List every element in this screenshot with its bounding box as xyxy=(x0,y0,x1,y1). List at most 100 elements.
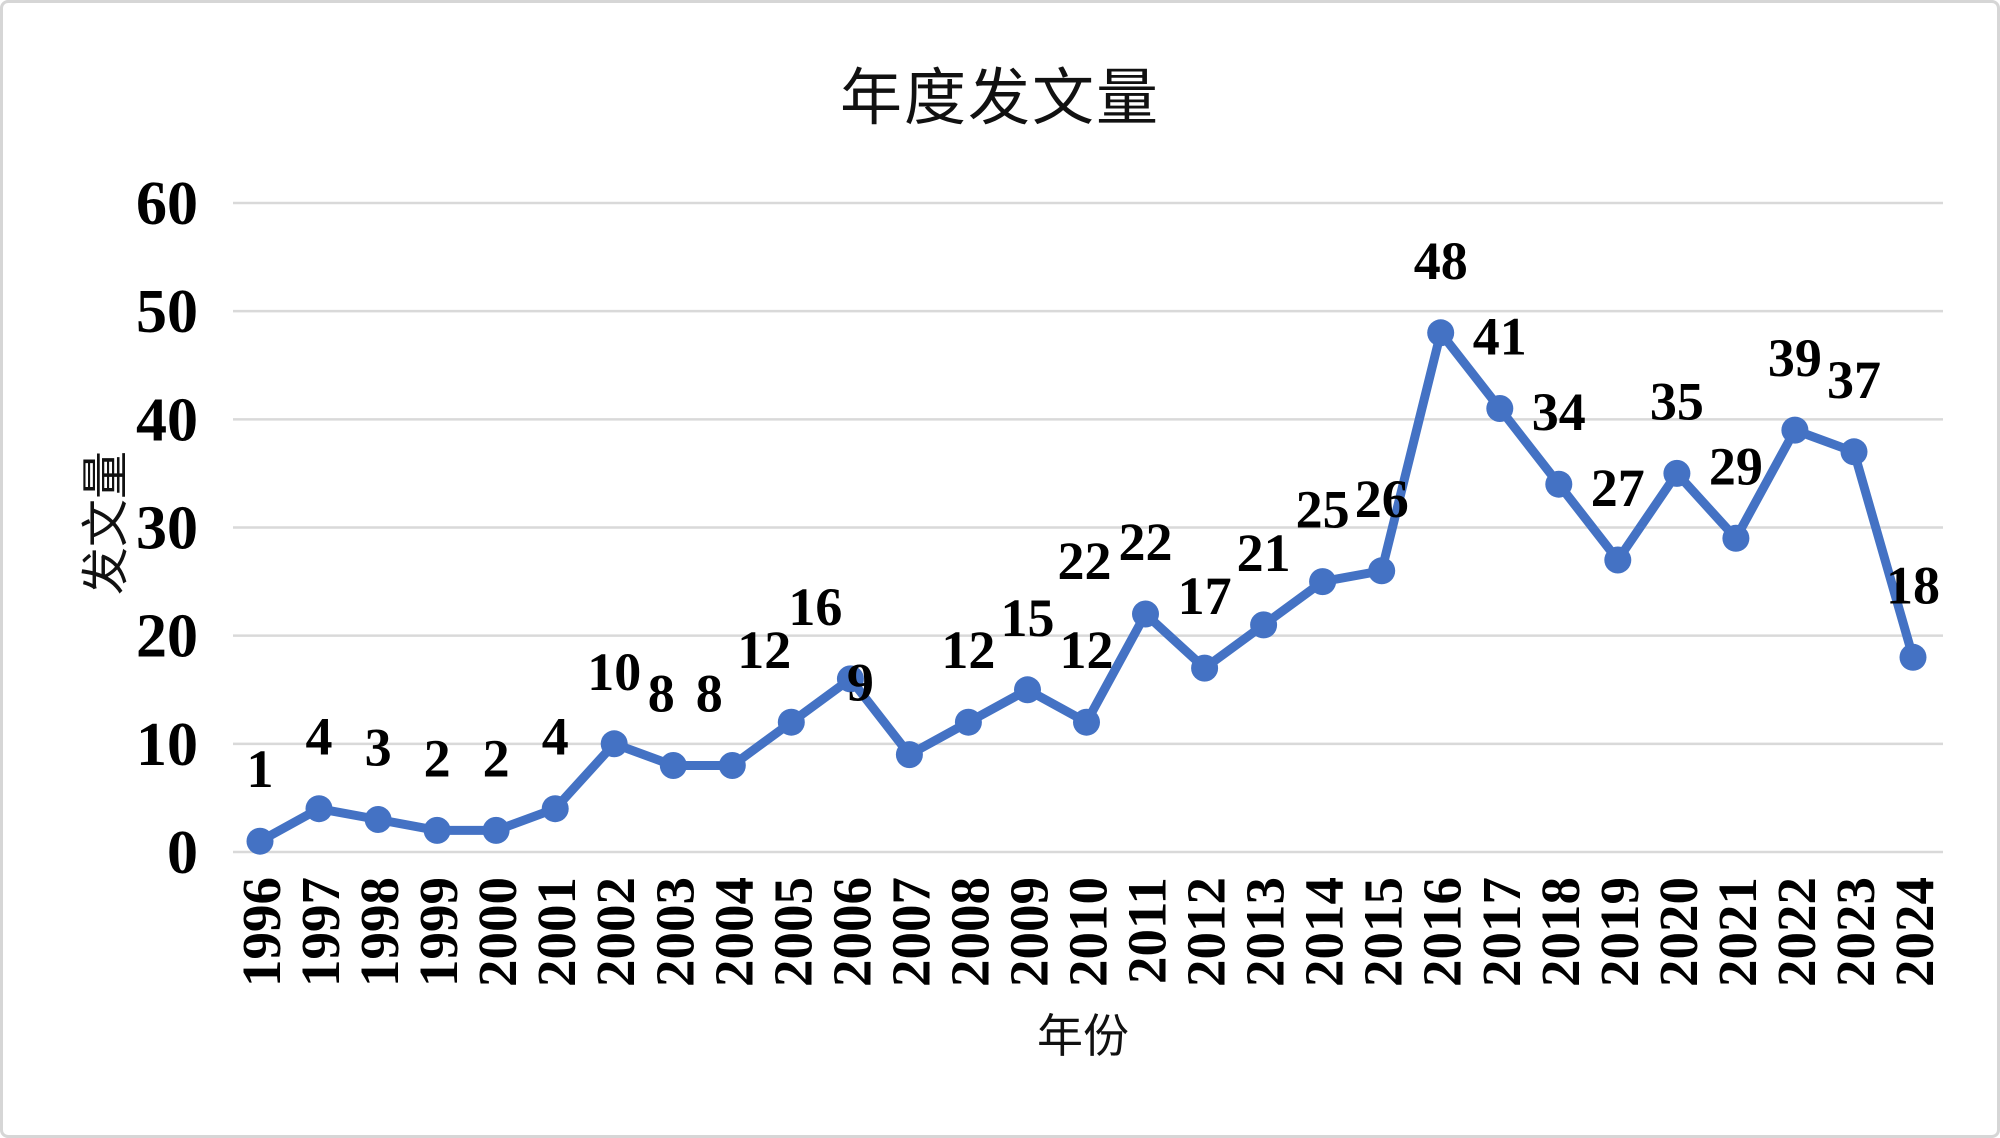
y-tick-label-0: 0 xyxy=(167,819,198,887)
data-label-2004: 8 xyxy=(696,664,723,724)
data-point-1999 xyxy=(423,816,451,844)
data-label-2006: 16 xyxy=(788,577,842,637)
gridlines xyxy=(233,201,1943,854)
data-label-2016: 48 xyxy=(1414,231,1468,291)
data-label-2009: 15 xyxy=(1001,588,1055,648)
data-label-2021: 29 xyxy=(1709,436,1763,496)
data-point-1996 xyxy=(246,827,274,855)
data-point-2022 xyxy=(1781,416,1809,444)
x-tick-label-2021: 2021 xyxy=(1707,877,1768,987)
data-point-2007 xyxy=(895,741,923,769)
x-tick-label-1998: 1998 xyxy=(349,877,410,987)
data-label-2003: 8 xyxy=(648,664,675,724)
data-point-2020 xyxy=(1663,459,1691,487)
data-point-2011 xyxy=(1132,600,1159,628)
data-label-1999: 2 xyxy=(424,728,451,788)
x-tick-label-2005: 2005 xyxy=(762,877,823,987)
x-tick-label-2023: 2023 xyxy=(1825,877,1886,987)
x-axis-tick-labels: 1996199719981999200020012002200320042005… xyxy=(231,877,1945,987)
x-tick-label-2006: 2006 xyxy=(821,877,882,987)
x-tick-label-2000: 2000 xyxy=(467,877,528,987)
x-tick-label-2019: 2019 xyxy=(1589,877,1650,987)
data-label-2013: 21 xyxy=(1237,523,1291,583)
data-point-2000 xyxy=(482,816,510,844)
chart-title: 年度发文量 xyxy=(839,65,1160,133)
data-point-2010 xyxy=(1073,708,1100,736)
data-label-2012: 17 xyxy=(1178,566,1232,626)
x-tick-label-2010: 2010 xyxy=(1058,877,1119,987)
data-point-2001 xyxy=(541,795,569,823)
x-tick-label-2020: 2020 xyxy=(1648,877,1709,987)
data-label-2001: 4 xyxy=(542,707,569,767)
extra-data-label-0: 22 xyxy=(1058,531,1112,591)
data-label-2014: 25 xyxy=(1296,480,1350,540)
data-label-1997: 4 xyxy=(306,707,333,767)
data-point-2002 xyxy=(600,730,628,758)
data-point-2016 xyxy=(1427,319,1455,347)
x-axis-title: 年份 xyxy=(1037,1011,1129,1062)
x-tick-label-2015: 2015 xyxy=(1353,877,1414,987)
data-point-1998 xyxy=(364,806,392,833)
data-point-2005 xyxy=(777,708,805,736)
data-point-2019 xyxy=(1604,546,1632,574)
data-label-2011: 22 xyxy=(1119,512,1173,572)
data-label-2023: 37 xyxy=(1827,350,1881,410)
x-tick-label-2022: 2022 xyxy=(1766,877,1827,987)
x-tick-label-2016: 2016 xyxy=(1412,877,1473,987)
data-label-2017: 41 xyxy=(1473,307,1527,367)
y-tick-label-10: 10 xyxy=(136,711,198,779)
data-point-2017 xyxy=(1486,395,1514,422)
data-point-2014 xyxy=(1309,568,1337,596)
data-label-2018: 34 xyxy=(1532,382,1586,442)
x-tick-label-2002: 2002 xyxy=(585,877,646,987)
data-point-2013 xyxy=(1250,611,1278,639)
data-label-2019: 27 xyxy=(1591,458,1645,518)
data-label-2010: 12 xyxy=(1060,620,1114,680)
data-label-2022: 39 xyxy=(1768,328,1822,388)
data-label-2024: 18 xyxy=(1886,555,1940,615)
x-tick-label-1999: 1999 xyxy=(408,877,469,987)
y-axis-tick-labels: 0 10 20 30 40 50 60 xyxy=(136,170,198,887)
data-label-2005: 12 xyxy=(737,620,791,680)
x-tick-label-2003: 2003 xyxy=(644,877,705,987)
data-label-2008: 12 xyxy=(941,620,995,680)
data-point-1997 xyxy=(305,795,333,823)
x-tick-label-2001: 2001 xyxy=(526,877,587,987)
data-label-2020: 35 xyxy=(1650,371,1704,431)
y-tick-label-30: 30 xyxy=(136,495,198,563)
data-label-2015: 26 xyxy=(1355,469,1409,529)
y-tick-label-50: 50 xyxy=(136,278,198,346)
x-tick-label-2012: 2012 xyxy=(1176,877,1237,987)
data-label-1996: 1 xyxy=(247,739,274,799)
x-tick-label-1996: 1996 xyxy=(231,877,292,987)
data-point-2006 xyxy=(836,665,864,693)
data-point-2018 xyxy=(1545,470,1573,498)
x-tick-label-2007: 2007 xyxy=(880,877,941,987)
data-label-1998: 3 xyxy=(365,718,392,778)
x-tick-label-2009: 2009 xyxy=(999,877,1060,987)
data-point-2021 xyxy=(1722,524,1750,552)
x-tick-label-2024: 2024 xyxy=(1884,877,1945,987)
y-tick-label-60: 60 xyxy=(136,170,198,238)
data-points xyxy=(246,319,1927,855)
x-tick-label-2011: 2011 xyxy=(1117,877,1178,984)
y-tick-label-40: 40 xyxy=(136,386,198,454)
x-tick-label-2004: 2004 xyxy=(703,877,764,987)
x-tick-label-2017: 2017 xyxy=(1471,877,1532,987)
data-point-2015 xyxy=(1368,557,1396,585)
x-tick-label-2014: 2014 xyxy=(1294,877,1355,987)
data-label-2007: 9 xyxy=(847,653,874,713)
x-tick-label-1997: 1997 xyxy=(290,877,351,987)
x-tick-label-2018: 2018 xyxy=(1530,877,1591,987)
x-tick-label-2013: 2013 xyxy=(1235,877,1296,987)
x-tick-label-2008: 2008 xyxy=(939,877,1000,987)
data-point-2004 xyxy=(718,752,746,779)
data-point-2023 xyxy=(1840,438,1868,466)
data-point-2003 xyxy=(659,752,687,779)
data-label-2000: 2 xyxy=(483,728,510,788)
y-tick-label-20: 20 xyxy=(136,603,198,671)
data-point-2024 xyxy=(1899,643,1927,671)
